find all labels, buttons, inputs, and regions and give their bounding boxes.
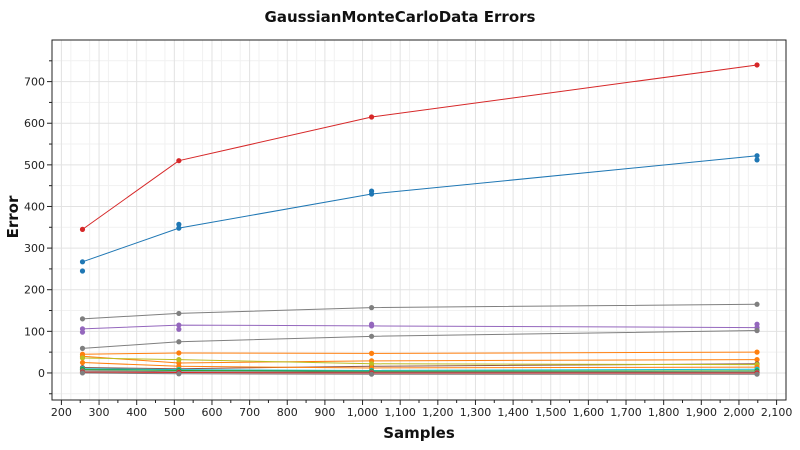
x-tick-label: 1,900 [686,406,718,419]
series-line-3 [82,303,758,320]
series-point-1 [176,158,182,164]
y-tick-label: 0 [38,367,45,380]
x-tick-label: 1,600 [573,406,605,419]
series-point-2 [176,225,182,231]
x-tick-label: 1,200 [422,406,454,419]
series-point-4 [79,329,86,335]
series-point-15 [754,371,760,377]
x-tick-label: 1,700 [610,406,642,419]
series-line-12 [82,369,758,372]
x-tick-label: 2,100 [761,406,793,419]
y-tick-label: 300 [24,242,45,255]
series-point-2 [368,188,375,194]
y-tick-label: 400 [24,200,45,213]
series-line-5 [82,329,758,349]
series-point-3 [176,310,182,317]
series-point-1 [368,114,375,120]
x-tick-label: 200 [51,406,72,419]
series-point-15 [368,371,375,377]
series-point-6 [176,350,182,356]
plot-area [52,40,786,400]
series-line-10 [82,362,758,369]
series-line-6 [82,351,758,355]
series-point-3 [754,301,760,307]
series-point-2 [79,259,86,265]
series-point-4 [754,321,760,327]
chart-title: GaussianMonteCarloData Errors [264,8,536,26]
series-line-2 [82,155,758,263]
series-line-1 [82,64,758,230]
x-tick-label: 900 [314,406,335,419]
series-point-1 [79,226,86,232]
series-line-9 [82,357,758,366]
series-point-2 [754,153,760,159]
series-line-13 [82,370,758,373]
y-axis-label: Error [4,195,22,239]
series-point-4 [176,326,182,332]
x-tick-label: 1,000 [347,406,379,419]
series-line-4 [82,324,758,330]
x-tick-label: 600 [201,406,222,419]
series-point-2 [176,221,182,227]
series-point-3 [368,305,375,311]
y-tick-label: 500 [24,159,45,172]
x-tick-label: 1,800 [648,406,680,419]
x-tick-label: 1,300 [460,406,492,419]
y-tick-label: 700 [24,76,45,89]
series-line-14 [82,371,758,374]
series-point-1 [754,62,760,68]
x-tick-label: 1,100 [384,406,416,419]
x-tick-label: 400 [126,406,147,419]
x-tick-label: 1,400 [497,406,529,419]
series-point-4 [176,322,182,328]
y-tick-label: 200 [24,284,45,297]
series-point-15 [79,370,86,376]
x-tick-label: 700 [239,406,260,419]
series-point-2 [754,157,760,163]
series-point-6 [368,350,375,356]
series-point-3 [79,316,86,322]
series-point-5 [79,345,86,351]
x-tick-label: 300 [89,406,110,419]
x-tick-label: 2,000 [723,406,755,419]
x-tick-label: 1,500 [535,406,567,419]
series-point-9 [176,357,182,363]
series-point-6 [754,349,760,355]
series-point-10 [79,359,86,366]
series-point-5 [176,339,182,345]
y-tick-label: 600 [24,117,45,130]
series-point-7 [754,357,760,363]
y-tick-label: 100 [24,325,45,338]
series-point-15 [176,371,182,377]
series-point-5 [368,333,375,339]
x-tick-label: 500 [164,406,185,419]
x-tick-label: 800 [277,406,298,419]
series-point-9 [79,355,86,361]
series-point-4 [368,321,375,327]
series-point-5 [754,327,760,334]
series-line-15 [82,372,758,375]
series-point-9 [368,361,375,367]
series-point-2 [79,268,86,274]
series-line-11 [82,368,758,371]
x-axis-label: Samples [383,424,455,442]
